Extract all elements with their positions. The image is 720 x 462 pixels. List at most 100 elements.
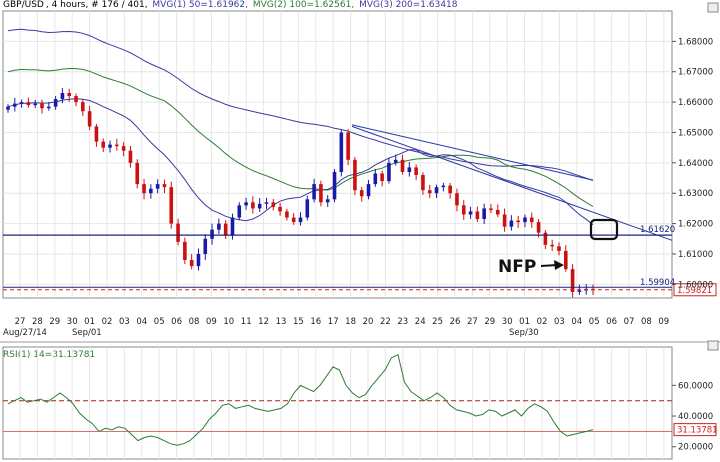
x-tick-label: 26	[450, 317, 461, 327]
x-tick-label: 17	[328, 317, 339, 327]
candle-body	[108, 144, 112, 148]
ma3-line	[7, 28, 594, 181]
candle-body	[87, 111, 92, 127]
candle-body	[128, 150, 133, 163]
x-tick-label: 15	[293, 317, 304, 327]
candle-body	[230, 217, 235, 236]
candle-body	[441, 185, 446, 188]
candle-body	[285, 211, 289, 218]
x-tick-label: 12	[258, 317, 269, 327]
rsi-current-label: 31.13781	[677, 426, 718, 436]
candle-body	[495, 209, 500, 215]
y-tick-label: 1.67000	[678, 68, 713, 78]
candle-body	[577, 290, 582, 292]
candle-body	[427, 190, 432, 194]
rsi-y-tick-label: 20.0000	[678, 443, 713, 453]
price-panel-frame	[2, 10, 673, 299]
x-secondary-label: Aug/27/14	[3, 328, 47, 338]
candle-body	[60, 93, 65, 100]
ma2-label: MVG(2) 100=1.62561,	[252, 0, 355, 10]
candle-body	[162, 184, 167, 188]
candle-body	[94, 126, 99, 142]
candle-body	[244, 202, 248, 206]
panel-controls[interactable]	[707, 2, 719, 351]
candle-body	[47, 106, 51, 109]
candle-body	[291, 217, 296, 223]
candle-body	[121, 146, 126, 151]
x-tick-label: 02	[537, 317, 548, 327]
candle-body	[298, 217, 303, 223]
candle-body	[312, 184, 316, 200]
candle-body	[380, 173, 384, 182]
y-tick-label: 1.61000	[678, 250, 713, 260]
x-secondary-label: Sep/01	[72, 328, 102, 338]
x-tick-label: 09	[658, 317, 669, 327]
candle-body	[149, 188, 153, 194]
candle-body	[563, 250, 568, 270]
y-tick-label: 1.64000	[678, 159, 713, 169]
candle-body	[393, 159, 398, 163]
x-tick-label: 05	[154, 317, 165, 327]
highlight-box	[589, 218, 619, 241]
candle-body	[543, 232, 548, 245]
x-tick-label: 22	[380, 317, 391, 327]
ma1-line	[7, 98, 594, 226]
x-secondary-label: Sep/30	[509, 328, 539, 338]
candle-body	[434, 187, 439, 194]
candle-body	[366, 184, 371, 197]
x-tick-label: 27	[467, 317, 478, 327]
rsi-series: 31.13781	[7, 353, 718, 446]
candle-body	[332, 171, 337, 200]
candle-body	[251, 202, 255, 209]
candle-body	[489, 208, 493, 210]
candle-body	[183, 241, 187, 261]
candle-body	[81, 102, 85, 112]
candle-body	[455, 193, 459, 206]
current-price-label: 1.59821	[677, 286, 712, 296]
x-tick-label: 09	[206, 317, 217, 327]
x-tick-label: 04	[571, 317, 582, 327]
candle-body	[155, 184, 160, 189]
y-tick-label: 1.63000	[678, 189, 713, 199]
y-tick-label: 1.65000	[678, 128, 713, 138]
ma3-label: MVG(3) 200=1.63418	[359, 0, 458, 10]
candle-body	[196, 253, 201, 267]
candle-body	[523, 217, 527, 223]
candle-body	[33, 103, 38, 106]
candles	[6, 88, 595, 298]
candle-body	[373, 173, 378, 185]
x-tick-label: 06	[606, 317, 617, 327]
candle-body	[257, 203, 262, 209]
candle-body	[325, 199, 330, 203]
x-tick-label: 10	[223, 317, 234, 327]
candle-body	[414, 167, 418, 175]
candle-body	[468, 211, 473, 215]
rsi-panel-frame	[2, 346, 673, 460]
x-tick-label: 29	[484, 317, 495, 327]
x-tick-label: 01	[519, 317, 530, 327]
x-tick-label: 08	[189, 317, 200, 327]
candle-body	[6, 106, 10, 110]
y-tick-label: 1.68000	[678, 37, 713, 47]
candle-body	[319, 184, 323, 203]
candle-body	[353, 159, 357, 191]
candle-body	[536, 222, 541, 233]
candle-body	[475, 211, 480, 220]
moving-averages	[7, 28, 673, 241]
candle-body	[210, 229, 214, 239]
x-tick-label: 03	[119, 317, 130, 327]
x-tick-label: 11	[241, 317, 252, 327]
candle-body	[135, 162, 140, 185]
x-axis-ticks: 27 28 29 30 01 02 03 04 05 06 08 09 10 11 12 13 15 16 17 18…	[3, 317, 669, 338]
rsi-grid	[3, 400, 672, 432]
chart-header: GBP/USD, 4 hours, # 176 / 401, MVG(1) 50…	[3, 0, 460, 11]
candle-body	[67, 93, 72, 97]
x-tick-label: 30	[67, 317, 78, 327]
rsi-line	[7, 353, 594, 446]
x-tick-label: 16	[310, 317, 321, 327]
candle-body	[74, 96, 78, 103]
x-tick-label: 20	[363, 317, 374, 327]
price-grid	[3, 11, 672, 459]
candle-body	[223, 223, 228, 236]
candle-body	[176, 223, 180, 242]
